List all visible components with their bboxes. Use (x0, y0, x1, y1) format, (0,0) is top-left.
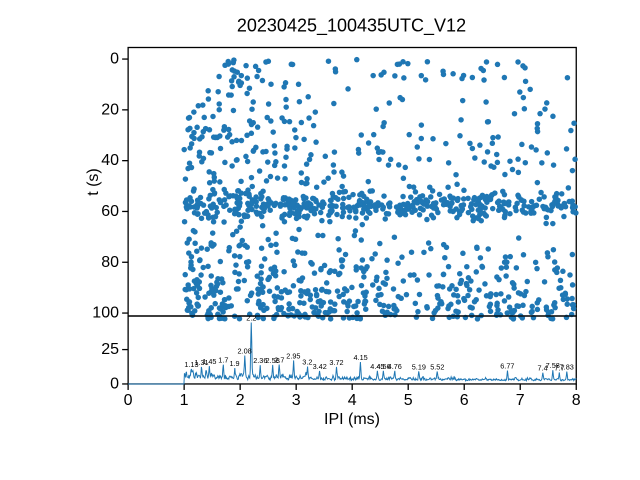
svg-text:1.9: 1.9 (229, 359, 239, 368)
svg-text:0: 0 (110, 51, 119, 68)
svg-text:100: 100 (92, 305, 119, 322)
svg-text:6.77: 6.77 (500, 362, 514, 371)
svg-text:0: 0 (110, 375, 119, 392)
svg-text:4.15: 4.15 (353, 353, 367, 362)
svg-text:2.08: 2.08 (238, 347, 252, 356)
svg-text:60: 60 (101, 203, 119, 220)
svg-text:5.19: 5.19 (412, 362, 426, 371)
svg-text:25: 25 (101, 341, 119, 358)
svg-text:20230425_100435UTC_V12: 20230425_100435UTC_V12 (237, 16, 466, 37)
svg-text:IPI (ms): IPI (ms) (324, 411, 380, 428)
svg-text:4: 4 (348, 392, 357, 409)
svg-text:1: 1 (180, 392, 189, 409)
svg-text:7.83: 7.83 (560, 363, 574, 372)
svg-text:2.7: 2.7 (274, 355, 284, 364)
svg-text:8: 8 (572, 392, 581, 409)
svg-text:t (s): t (s) (85, 168, 102, 196)
svg-text:2.95: 2.95 (286, 351, 300, 360)
svg-text:5.52: 5.52 (430, 363, 444, 372)
svg-text:6: 6 (460, 392, 469, 409)
svg-text:0: 0 (124, 392, 133, 409)
svg-text:5: 5 (404, 392, 413, 409)
svg-text:20: 20 (101, 101, 119, 118)
svg-text:3.72: 3.72 (329, 358, 343, 367)
svg-text:80: 80 (101, 254, 119, 271)
svg-text:1.45: 1.45 (202, 357, 216, 366)
svg-text:3.42: 3.42 (313, 362, 327, 371)
svg-text:1.7: 1.7 (218, 356, 228, 365)
svg-text:40: 40 (101, 152, 119, 169)
svg-text:2: 2 (236, 392, 245, 409)
svg-text:3.2: 3.2 (302, 358, 312, 367)
svg-text:7: 7 (516, 392, 525, 409)
svg-text:3: 3 (292, 392, 301, 409)
svg-text:2.2: 2.2 (246, 314, 256, 323)
svg-text:4.76: 4.76 (388, 362, 402, 371)
